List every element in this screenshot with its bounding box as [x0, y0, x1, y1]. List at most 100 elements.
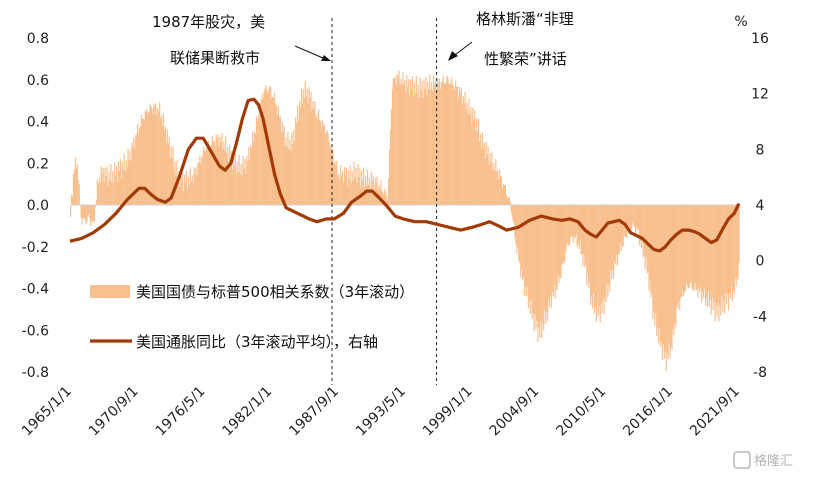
correlation-bar	[614, 205, 617, 265]
correlation-bar	[531, 205, 533, 320]
correlation-bar	[197, 162, 199, 205]
correlation-bar	[344, 175, 347, 205]
correlation-bar	[537, 205, 539, 342]
correlation-bar	[106, 166, 108, 205]
correlation-bar	[309, 97, 311, 205]
correlation-bar	[136, 134, 138, 205]
correlation-bar	[474, 110, 476, 205]
correlation-bar	[663, 205, 665, 359]
correlation-bar	[169, 158, 171, 205]
correlation-bar	[291, 131, 293, 205]
correlation-bar	[734, 205, 736, 278]
correlation-bar	[254, 134, 257, 205]
correlation-bar	[398, 70, 400, 205]
correlation-bar	[477, 118, 480, 205]
correlation-bar	[572, 205, 574, 243]
correlation-bar	[644, 205, 646, 269]
correlation-bar	[96, 179, 99, 205]
correlation-bar	[192, 183, 194, 205]
correlation-bar	[119, 158, 122, 205]
correlation-bar	[648, 205, 650, 292]
correlation-bar	[124, 171, 126, 205]
correlation-bar	[452, 84, 454, 205]
correlation-bar	[110, 163, 112, 205]
correlation-bar	[548, 205, 551, 307]
correlation-bar	[667, 205, 669, 360]
correlation-bar	[731, 205, 733, 302]
correlation-bar	[279, 116, 281, 205]
correlation-bar	[534, 205, 536, 315]
correlation-bar	[208, 146, 211, 205]
correlation-bar	[595, 205, 597, 322]
correlation-bar	[305, 95, 307, 205]
correlation-bar	[158, 111, 160, 205]
correlation-bar	[80, 205, 82, 218]
inflation-line	[69, 97, 741, 253]
correlation-bar	[70, 205, 72, 217]
correlation-bar	[714, 205, 716, 322]
correlation-bar	[718, 205, 720, 321]
correlation-bar	[289, 139, 291, 205]
correlation-bar	[374, 178, 376, 205]
correlation-bar	[631, 205, 633, 230]
watermark-g-icon	[733, 451, 751, 469]
correlation-bar	[393, 78, 395, 205]
correlation-bar	[615, 205, 618, 256]
correlation-bar	[365, 185, 368, 205]
correlation-bar	[640, 205, 642, 248]
correlation-bar	[215, 134, 217, 205]
correlation-bar	[273, 98, 275, 205]
correlation-bar	[420, 90, 422, 205]
correlation-bar	[90, 205, 92, 227]
correlation-bar	[101, 174, 103, 205]
correlation-bar	[432, 90, 434, 205]
correlation-bar	[252, 141, 255, 205]
correlation-bar	[315, 117, 317, 205]
correlation-bar	[123, 153, 125, 205]
correlation-bar	[462, 96, 464, 205]
correlation-bar	[144, 111, 146, 205]
correlation-bar	[259, 103, 261, 205]
right-tick-label: -8	[753, 365, 767, 381]
correlation-bar	[686, 205, 688, 286]
correlation-bar	[695, 205, 697, 290]
correlation-bar	[700, 205, 702, 289]
correlation-bar	[633, 205, 635, 226]
correlation-bar	[603, 205, 605, 315]
x-tick-label: 2010/5/1	[553, 384, 609, 440]
correlation-bar	[527, 205, 529, 309]
correlation-bar	[674, 205, 676, 324]
correlation-bar	[182, 172, 184, 205]
correlation-bar	[707, 205, 710, 292]
correlation-bar	[177, 179, 179, 205]
correlation-bar	[340, 165, 342, 205]
correlation-bar	[214, 146, 216, 205]
correlation-bar	[456, 86, 459, 205]
correlation-bar	[447, 77, 449, 205]
correlation-bar	[501, 188, 504, 205]
correlation-bar	[539, 205, 541, 338]
correlation-bar	[175, 175, 177, 205]
correlation-bar	[330, 145, 332, 205]
correlation-bar	[296, 105, 299, 205]
correlation-bar	[218, 147, 220, 205]
correlation-bar	[443, 83, 445, 205]
annotation-greenspan-line1: 格林斯潘“非理	[476, 10, 574, 28]
correlation-bar	[211, 136, 213, 205]
correlation-bar	[318, 109, 320, 205]
correlation-bar	[212, 141, 214, 205]
correlation-bar	[639, 205, 642, 242]
correlation-bar	[643, 205, 645, 257]
correlation-bar	[485, 142, 487, 205]
correlation-bar	[86, 205, 88, 223]
correlation-bar	[553, 205, 555, 286]
correlation-bar	[111, 181, 113, 205]
correlation-bar	[82, 205, 84, 219]
correlation-bar	[174, 161, 176, 205]
correlation-bar	[684, 205, 687, 291]
correlation-bar	[122, 169, 124, 205]
correlation-bar	[616, 205, 619, 266]
annotation-greenspan-arrow	[454, 41, 473, 56]
correlation-bar	[382, 192, 384, 205]
correlation-bar	[353, 161, 355, 205]
